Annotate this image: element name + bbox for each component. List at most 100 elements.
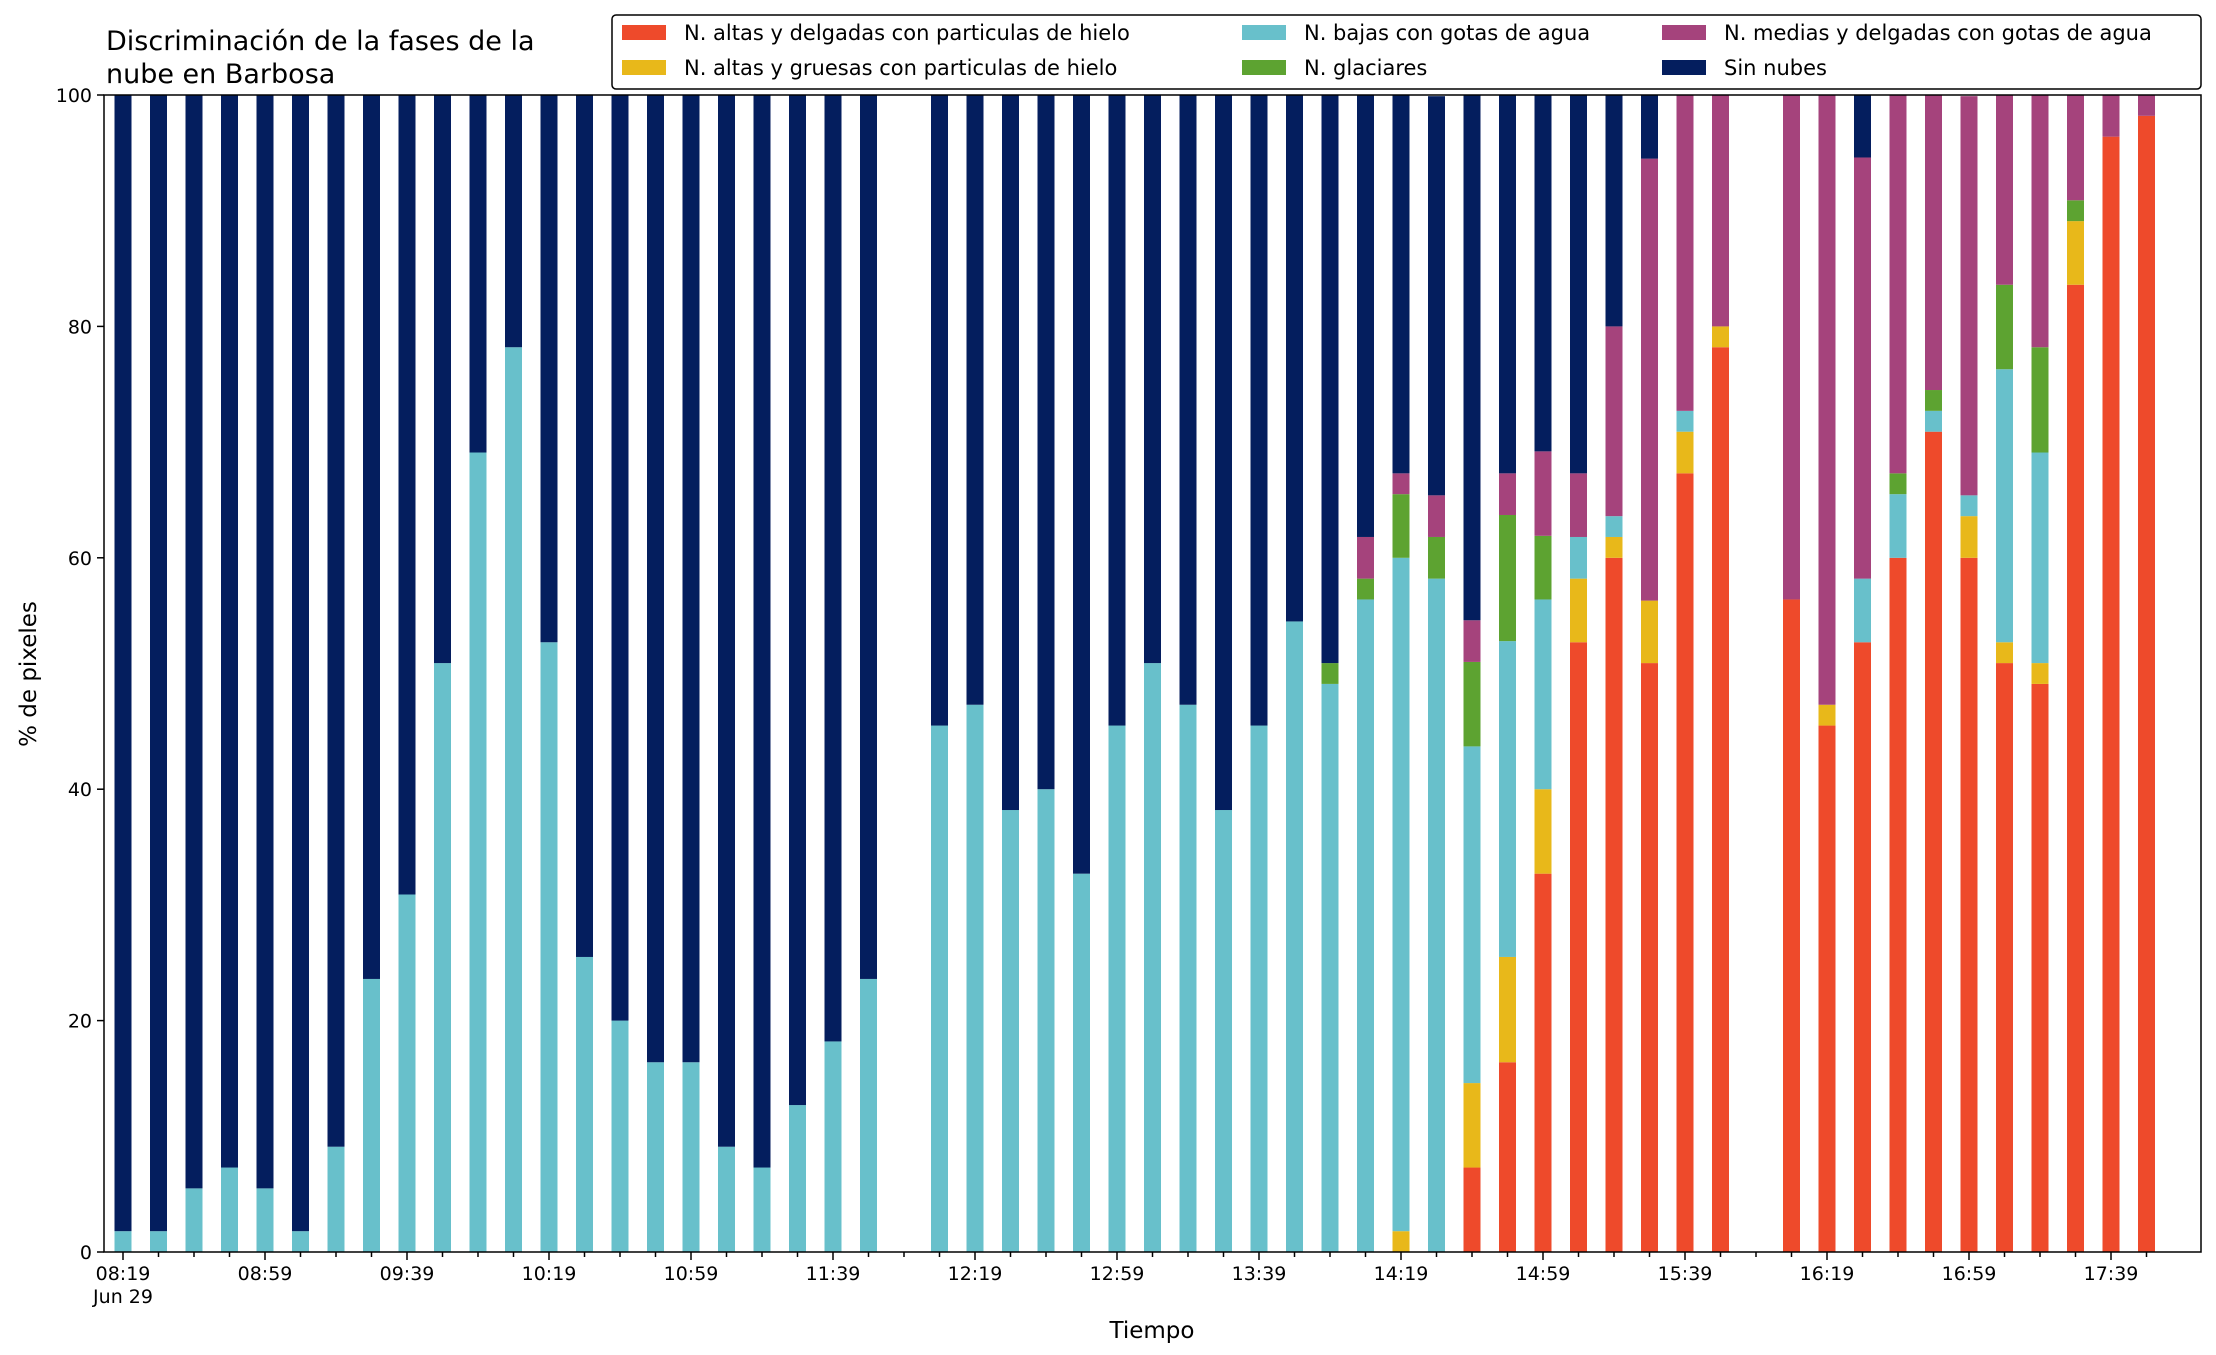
bar-segment-26-series-5 xyxy=(1037,95,1055,790)
bar-segment-7-series-5 xyxy=(363,95,380,979)
bar-segment-57-series-0 xyxy=(2138,115,2155,1253)
x-tick-label-8: 13:39 xyxy=(1232,1263,1287,1285)
x-axis-label: Tiempo xyxy=(1109,1318,1195,1344)
bar-segment-3-series-5 xyxy=(221,95,238,1168)
bar-segment-45-series-4 xyxy=(1712,95,1729,327)
x-tick-label-9: 14:19 xyxy=(1374,1263,1429,1285)
bar-segment-44-series-1 xyxy=(1676,431,1694,474)
bar-segment-55-series-3 xyxy=(2067,200,2084,222)
x-tick-label-10: 14:59 xyxy=(1516,1263,1571,1285)
bar-segment-9-series-2 xyxy=(434,663,451,1252)
bar-segment-49-series-0 xyxy=(1854,642,1871,1252)
bar-segment-2-series-5 xyxy=(185,95,203,1189)
bar-segment-53-series-1 xyxy=(1996,642,2013,664)
y-tick-label-0: 0 xyxy=(80,1242,92,1264)
bar-segment-30-series-2 xyxy=(1179,704,1197,1252)
bar-segment-48-series-4 xyxy=(1818,95,1836,705)
chart-title-line-2: nube en Barbosa xyxy=(106,59,335,90)
bar-segment-30-series-5 xyxy=(1179,95,1197,705)
bar-segment-23-series-2 xyxy=(931,725,948,1252)
bar-segment-54-series-0 xyxy=(2031,683,2049,1252)
bar-segment-42-series-4 xyxy=(1605,326,1623,517)
bar-segment-47-series-0 xyxy=(1783,599,1800,1252)
x-tick-label-1: 08:59 xyxy=(238,1263,293,1285)
x-tick-label-5: 11:39 xyxy=(806,1263,861,1285)
bar-segment-38-series-5 xyxy=(1463,95,1481,621)
bar-segment-21-series-5 xyxy=(860,95,877,979)
bar-segment-50-series-4 xyxy=(1889,95,1907,474)
bar-segment-11-series-2 xyxy=(505,347,522,1253)
bar-segment-28-series-2 xyxy=(1108,725,1126,1252)
bar-segment-39-series-4 xyxy=(1499,473,1516,515)
bar-segment-15-series-5 xyxy=(647,95,664,1063)
bar-segment-39-series-1 xyxy=(1499,956,1516,1063)
y-axis-label: % de pixeles xyxy=(16,601,42,747)
bar-segment-24-series-2 xyxy=(966,704,984,1252)
bar-segment-50-series-0 xyxy=(1889,557,1907,1252)
bar-segment-2-series-2 xyxy=(185,1188,203,1252)
bar-segment-42-series-5 xyxy=(1605,95,1623,327)
x-tick-label-12: 16:19 xyxy=(1800,1263,1855,1285)
bar-segment-35-series-2 xyxy=(1357,599,1374,1252)
y-axis: 0 20 40 60 80 100 xyxy=(56,85,104,1264)
bar-segment-37-series-2 xyxy=(1428,578,1445,1252)
bar-segment-31-series-2 xyxy=(1215,810,1232,1252)
legend-label-5: Sin nubes xyxy=(1724,56,1827,80)
y-tick-label-3: 60 xyxy=(68,548,92,570)
bar-segment-18-series-2 xyxy=(753,1167,771,1252)
y-tick-label-5: 100 xyxy=(56,85,92,107)
bar-segment-29-series-5 xyxy=(1144,95,1161,664)
bar-segment-7-series-2 xyxy=(363,978,380,1252)
bar-segment-49-series-2 xyxy=(1854,578,1871,643)
bar-segment-52-series-1 xyxy=(1960,516,1978,558)
legend: N. altas y delgadas con particulas de hi… xyxy=(611,14,2202,90)
bar-segment-40-series-2 xyxy=(1534,599,1552,790)
bar-segment-45-series-1 xyxy=(1712,326,1729,348)
bar-segment-20-series-5 xyxy=(824,95,842,1042)
bar-segment-10-series-5 xyxy=(469,95,487,453)
bar-segment-42-series-1 xyxy=(1605,536,1623,558)
bar-segment-34-series-2 xyxy=(1321,683,1339,1252)
bar-segment-29-series-2 xyxy=(1144,663,1161,1252)
x-tick-label-13: 16:59 xyxy=(1942,1263,1997,1285)
bar-segment-43-series-1 xyxy=(1641,600,1658,664)
chart-title-line-1: Discriminación de la fases de la xyxy=(106,26,535,57)
bar-segment-41-series-0 xyxy=(1570,642,1587,1252)
bar-segment-12-series-2 xyxy=(540,642,558,1252)
bar-segment-1-series-5 xyxy=(150,95,167,1232)
y-tick-label-1: 20 xyxy=(68,1011,92,1033)
bar-segment-54-series-1 xyxy=(2031,663,2049,684)
bar-segment-14-series-2 xyxy=(611,1020,629,1252)
bar-segment-57-series-4 xyxy=(2138,95,2155,116)
bar-segment-54-series-3 xyxy=(2031,347,2049,453)
bar-segment-25-series-5 xyxy=(1002,95,1019,811)
bar-segment-41-series-1 xyxy=(1570,578,1587,643)
bar-segment-54-series-4 xyxy=(2031,95,2049,348)
bar-segment-13-series-2 xyxy=(576,956,593,1252)
bar-segment-32-series-5 xyxy=(1250,95,1268,726)
bar-segment-43-series-0 xyxy=(1641,663,1658,1252)
bar-segment-12-series-5 xyxy=(540,95,558,643)
bar-segment-5-series-2 xyxy=(292,1231,309,1252)
bar-segment-35-series-4 xyxy=(1357,536,1374,579)
bar-segment-27-series-5 xyxy=(1073,95,1090,874)
bar-segment-33-series-5 xyxy=(1286,95,1303,622)
bar-segment-51-series-2 xyxy=(1925,410,1942,432)
bar-segment-38-series-3 xyxy=(1463,661,1481,747)
bar-segment-39-series-0 xyxy=(1499,1062,1516,1252)
bar-segment-55-series-0 xyxy=(2067,284,2084,1252)
bar-segment-43-series-4 xyxy=(1641,158,1658,601)
bar-segment-41-series-2 xyxy=(1570,536,1587,579)
bar-segment-3-series-2 xyxy=(221,1167,238,1252)
legend-label-3: N. glaciares xyxy=(1304,56,1427,80)
bar-segment-39-series-5 xyxy=(1499,95,1516,474)
legend-label-4: N. medias y delgadas con gotas de agua xyxy=(1724,21,2152,45)
bar-segment-48-series-0 xyxy=(1818,725,1836,1252)
bar-segment-0-series-5 xyxy=(114,95,132,1232)
legend-label-1: N. altas y gruesas con particulas de hie… xyxy=(684,56,1117,80)
bar-segment-40-series-0 xyxy=(1534,873,1552,1252)
bar-segment-45-series-0 xyxy=(1712,347,1729,1253)
bar-segment-44-series-2 xyxy=(1676,410,1694,432)
bar-segment-53-series-0 xyxy=(1996,663,2013,1252)
